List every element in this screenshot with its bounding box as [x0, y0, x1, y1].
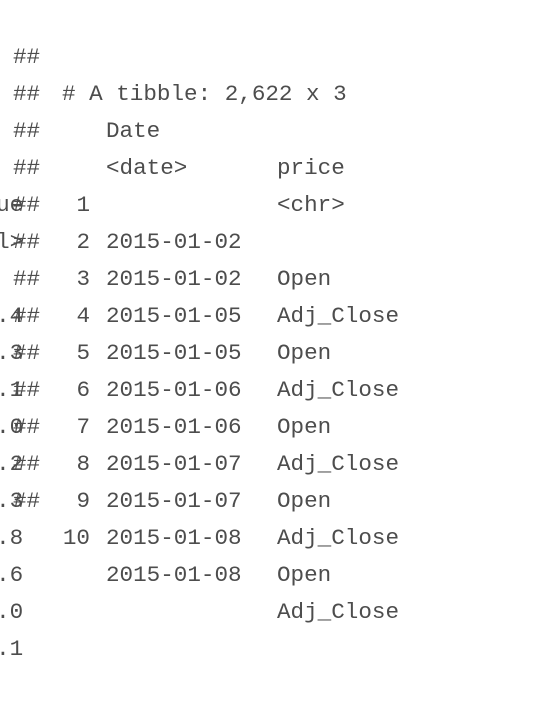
table-row: ## 5 2015-01-06 Open 22.2 [0, 261, 331, 477]
cell-value: 21.0 [0, 414, 24, 440]
cell-price: Adj_Close [277, 377, 400, 403]
cell-value: 23.1 [0, 377, 24, 403]
cell-price: Adj_Close [277, 303, 400, 329]
line-prefix: ## [13, 155, 41, 181]
cell-date: 2015-01-06 [106, 377, 242, 403]
table-row: ## 10 2015-01-08 Adj_Close 22.1 [0, 446, 399, 662]
cell-price: Open [277, 266, 332, 292]
row-number: 7 [76, 414, 90, 440]
line-prefix: ## [13, 229, 41, 255]
column-name-value: Value [0, 192, 24, 218]
line-prefix: ## [13, 303, 41, 329]
cell-date: 2015-01-07 [106, 451, 242, 477]
table-row: ## 6 2015-01-06 Adj_Close 21.3 [0, 298, 399, 514]
cell-date: 2015-01-08 [106, 562, 242, 588]
column-type-value: <dbl> [0, 229, 24, 255]
row-number: 3 [76, 266, 90, 292]
row-number: 1 [76, 192, 90, 218]
line-prefix: ## [13, 266, 41, 292]
line-prefix: ## [13, 81, 41, 107]
cell-date: 2015-01-02 [106, 266, 242, 292]
line-prefix: ## [13, 414, 41, 440]
cell-date: 2015-01-06 [106, 414, 242, 440]
cell-date: 2015-01-07 [106, 488, 242, 514]
row-number: 10 [62, 525, 90, 551]
cell-price: Open [277, 562, 332, 588]
table-row: ## 7 2015-01-07 Open 22.8 [0, 335, 331, 551]
cell-date: 2015-01-05 [106, 303, 242, 329]
tibble-header-line: ## # A tibble: 2,622 x 3 [0, 2, 347, 107]
row-number: 2 [76, 229, 90, 255]
table-row: ## 3 2015-01-05 Open 23.1 [0, 187, 331, 403]
line-prefix: ## [13, 44, 41, 70]
cell-price: Open [277, 340, 332, 366]
column-names-line: ## Date price Value [0, 39, 345, 218]
table-row: ## 4 2015-01-05 Adj_Close 21.0 [0, 224, 399, 440]
table-row: ## 1 2015-01-02 Open 23.4 [0, 113, 331, 329]
cell-date: 2015-01-08 [106, 525, 242, 551]
line-prefix: ## [13, 340, 41, 366]
column-type-price: <chr> [277, 192, 345, 218]
line-prefix: ## [13, 377, 41, 403]
cell-value: 22.3 [0, 340, 24, 366]
console-output: ## # A tibble: 2,622 x 3 ## Date price V… [0, 2, 400, 662]
line-prefix: ## [13, 118, 41, 144]
cell-price: Adj_Close [277, 451, 400, 477]
table-row: ## 8 2015-01-07 Adj_Close 21.6 [0, 372, 399, 588]
cell-price: Adj_Close [277, 599, 400, 625]
cell-date: 2015-01-02 [106, 229, 242, 255]
column-types-line: ## <date> <chr> <dbl> [0, 76, 345, 255]
line-prefix: ## [13, 192, 41, 218]
cell-date: 2015-01-05 [106, 340, 242, 366]
cell-value: 22.1 [0, 636, 24, 662]
row-number: 8 [76, 451, 90, 477]
cell-price: Adj_Close [277, 525, 400, 551]
cell-price: Open [277, 414, 332, 440]
line-prefix: ## [13, 488, 41, 514]
cell-value: 22.2 [0, 451, 24, 477]
column-name-price: price [277, 155, 345, 181]
table-row: ## 2 2015-01-02 Adj_Close 22.3 [0, 150, 399, 366]
row-number: 5 [76, 340, 90, 366]
cell-price: Open [277, 488, 332, 514]
cell-value: 23.4 [0, 303, 24, 329]
line-prefix: ## [13, 451, 41, 477]
row-number: 4 [76, 303, 90, 329]
table-row: ## 9 2015-01-08 Open 23.0 [0, 409, 331, 625]
column-type-date: <date> [106, 155, 188, 181]
tibble-header: # A tibble: 2,622 x 3 [62, 81, 347, 107]
row-number: 9 [76, 488, 90, 514]
row-number: 6 [76, 377, 90, 403]
column-name-date: Date [106, 118, 161, 144]
